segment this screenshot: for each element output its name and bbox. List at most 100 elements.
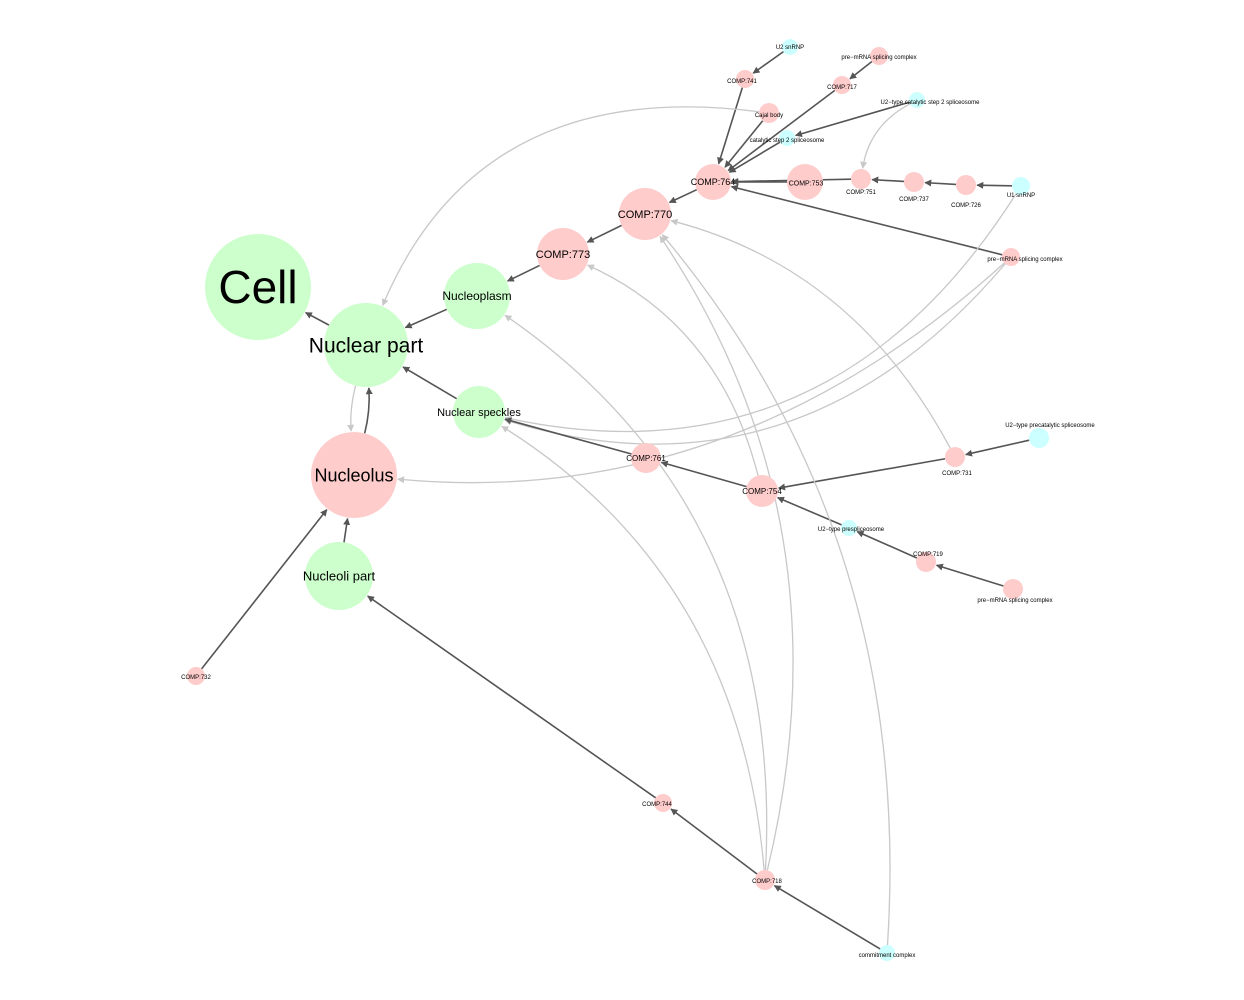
node-label-comp753: COMP:753: [789, 180, 824, 187]
node-label-comp761: COMP:761: [626, 454, 666, 463]
node-label-commitment-complex: commitment complex: [859, 953, 916, 959]
edge-premrna-mid-to-nucleolus: [397, 262, 1005, 484]
node-label-nucleolus: Nucleolus: [314, 465, 393, 485]
node-commitment-complex[interactable]: [879, 945, 895, 961]
edge-cajal-body-to-comp764: [724, 120, 764, 168]
edge-nucleoplasm-to-nuclear-part: [404, 308, 448, 329]
node-comp770[interactable]: [619, 188, 671, 240]
edge-commitment-complex-to-comp718: [773, 884, 881, 950]
node-label-u2-precatalytic: U2−type precatalytic spliceosome: [1005, 423, 1095, 429]
edge-u2-prespliceosome-to-comp754: [776, 496, 842, 526]
edge-nuclear-part-to-nucleolus: [347, 385, 357, 432]
edge-premrna-mid-to-comp764: [730, 184, 1003, 256]
node-cell[interactable]: [205, 234, 311, 340]
node-comp741[interactable]: [736, 70, 754, 88]
edge-comp761-to-nuclear-speckles: [504, 417, 632, 455]
node-u1-snrnp[interactable]: [1012, 177, 1030, 195]
node-comp726[interactable]: [956, 175, 976, 195]
node-label-cajal-body: Cajal body: [755, 113, 783, 119]
node-u2-prespliceosome[interactable]: [841, 520, 857, 536]
node-premrna-low[interactable]: [1003, 579, 1023, 599]
edge-u1-snrnp-to-nuclear-speckles: [504, 193, 1017, 433]
node-label-premrna-top: pre−mRNA splicing complex: [841, 55, 916, 61]
edge-comp737-to-comp751: [871, 176, 905, 184]
labels-layer: Cell Nuclear part Nucleoplasm Nuclear speck…: [181, 45, 1095, 959]
node-comp761[interactable]: [631, 443, 661, 473]
edge-comp718-to-nuclear-speckles: [501, 425, 765, 871]
node-label-comp731: COMP:731: [942, 471, 972, 477]
edge-nucleoli-part-to-nucleolus: [343, 517, 351, 543]
edge-u2-catalytic-step2-to-catalytic-step2: [794, 101, 910, 138]
edge-comp773-to-nucleoplasm: [506, 264, 540, 282]
edge-nuclear-part-to-cell: [304, 311, 330, 326]
node-label-cell: Cell: [218, 261, 297, 313]
node-comp754[interactable]: [746, 475, 778, 507]
node-label-comp718: COMP:718: [752, 879, 782, 885]
node-label-comp719: COMP:719: [913, 552, 943, 558]
node-label-comp773: COMP:773: [536, 249, 590, 261]
node-nucleolus[interactable]: [311, 432, 397, 518]
node-cajal-body[interactable]: [759, 103, 779, 123]
edge-comp732-to-nucleolus: [200, 509, 328, 670]
node-label-comp770: COMP:770: [618, 209, 672, 221]
node-catalytic-step2[interactable]: [779, 130, 795, 146]
edge-comp744-to-nucleoli-part: [367, 595, 657, 799]
node-label-comp741: COMP:741: [727, 79, 757, 85]
edge-comp717-to-comp764: [727, 89, 836, 172]
node-label-nucleoplasm: Nucleoplasm: [442, 289, 511, 303]
edge-comp718-to-comp744: [670, 808, 758, 875]
node-label-comp744: COMP:744: [642, 802, 672, 808]
node-u2-snrnp[interactable]: [782, 39, 798, 55]
node-label-nucleoli-part: Nucleoli part: [303, 569, 376, 584]
edge-commitment-complex-to-comp770: [661, 234, 891, 946]
node-comp737[interactable]: [904, 172, 924, 192]
edge-u2-snrnp-to-comp741: [752, 50, 784, 74]
node-label-u2-prespliceosome: U2−type prespliceosome: [818, 527, 885, 533]
edge-comp719-to-u2-prespliceosome: [856, 530, 918, 559]
node-label-u2-snrnp: U2 snRNP: [776, 45, 804, 51]
edge-nucleolus-to-nuclear-part: [363, 387, 373, 434]
edge-comp741-to-comp764: [717, 87, 744, 165]
node-label-nuclear-speckles: Nuclear speckles: [437, 407, 521, 419]
node-u2-precatalytic[interactable]: [1029, 428, 1049, 448]
edge-comp718-to-nucleoplasm: [504, 314, 768, 871]
node-label-comp726: COMP:726: [951, 203, 981, 209]
node-premrna-mid[interactable]: [1002, 248, 1020, 266]
node-comp717[interactable]: [833, 76, 851, 94]
node-nucleoplasm[interactable]: [444, 263, 510, 329]
node-comp719[interactable]: [916, 552, 936, 572]
nodes-layer: [187, 39, 1049, 961]
node-comp731[interactable]: [945, 447, 965, 467]
node-comp753[interactable]: [787, 164, 823, 200]
node-comp744[interactable]: [654, 794, 672, 812]
node-comp718[interactable]: [755, 870, 775, 890]
edge-u1-snrnp-to-comp726: [976, 181, 1013, 189]
node-comp764[interactable]: [695, 164, 731, 200]
node-comp751[interactable]: [851, 169, 871, 189]
node-label-comp717: COMP:717: [827, 85, 857, 91]
node-label-u1-snrnp: U1 snRNP: [1007, 193, 1035, 199]
node-comp773[interactable]: [537, 228, 589, 280]
edge-premrna-mid-to-nuclear-speckles: [504, 263, 1006, 445]
node-nuclear-part[interactable]: [324, 303, 408, 387]
node-label-comp751: COMP:751: [846, 190, 876, 196]
edge-premrna-low-to-comp719: [935, 563, 1004, 587]
edge-comp764-to-comp770: [668, 188, 698, 204]
node-label-comp764: COMP:764: [691, 177, 736, 187]
edge-u2-precatalytic-to-comp731: [965, 439, 1030, 457]
node-label-comp737: COMP:737: [899, 197, 929, 203]
node-comp732[interactable]: [187, 667, 205, 685]
node-label-premrna-mid: pre−mRNA splicing complex: [987, 257, 1062, 263]
edge-premrna-top-to-comp717: [849, 60, 873, 80]
node-nuclear-speckles[interactable]: [453, 386, 505, 438]
node-label-comp754: COMP:754: [742, 487, 782, 496]
node-nucleoli-part[interactable]: [305, 542, 373, 610]
node-u2-catalytic-step2[interactable]: [909, 92, 925, 108]
edge-comp718-to-comp770: [659, 235, 794, 871]
edge-cajal-body-to-nuclear-part: [381, 106, 760, 307]
edge-comp754-to-comp773: [586, 264, 759, 476]
edge-u2-catalytic-step2-to-comp751: [860, 103, 911, 169]
node-premrna-top[interactable]: [870, 47, 888, 65]
edge-comp770-to-comp773: [586, 224, 622, 243]
